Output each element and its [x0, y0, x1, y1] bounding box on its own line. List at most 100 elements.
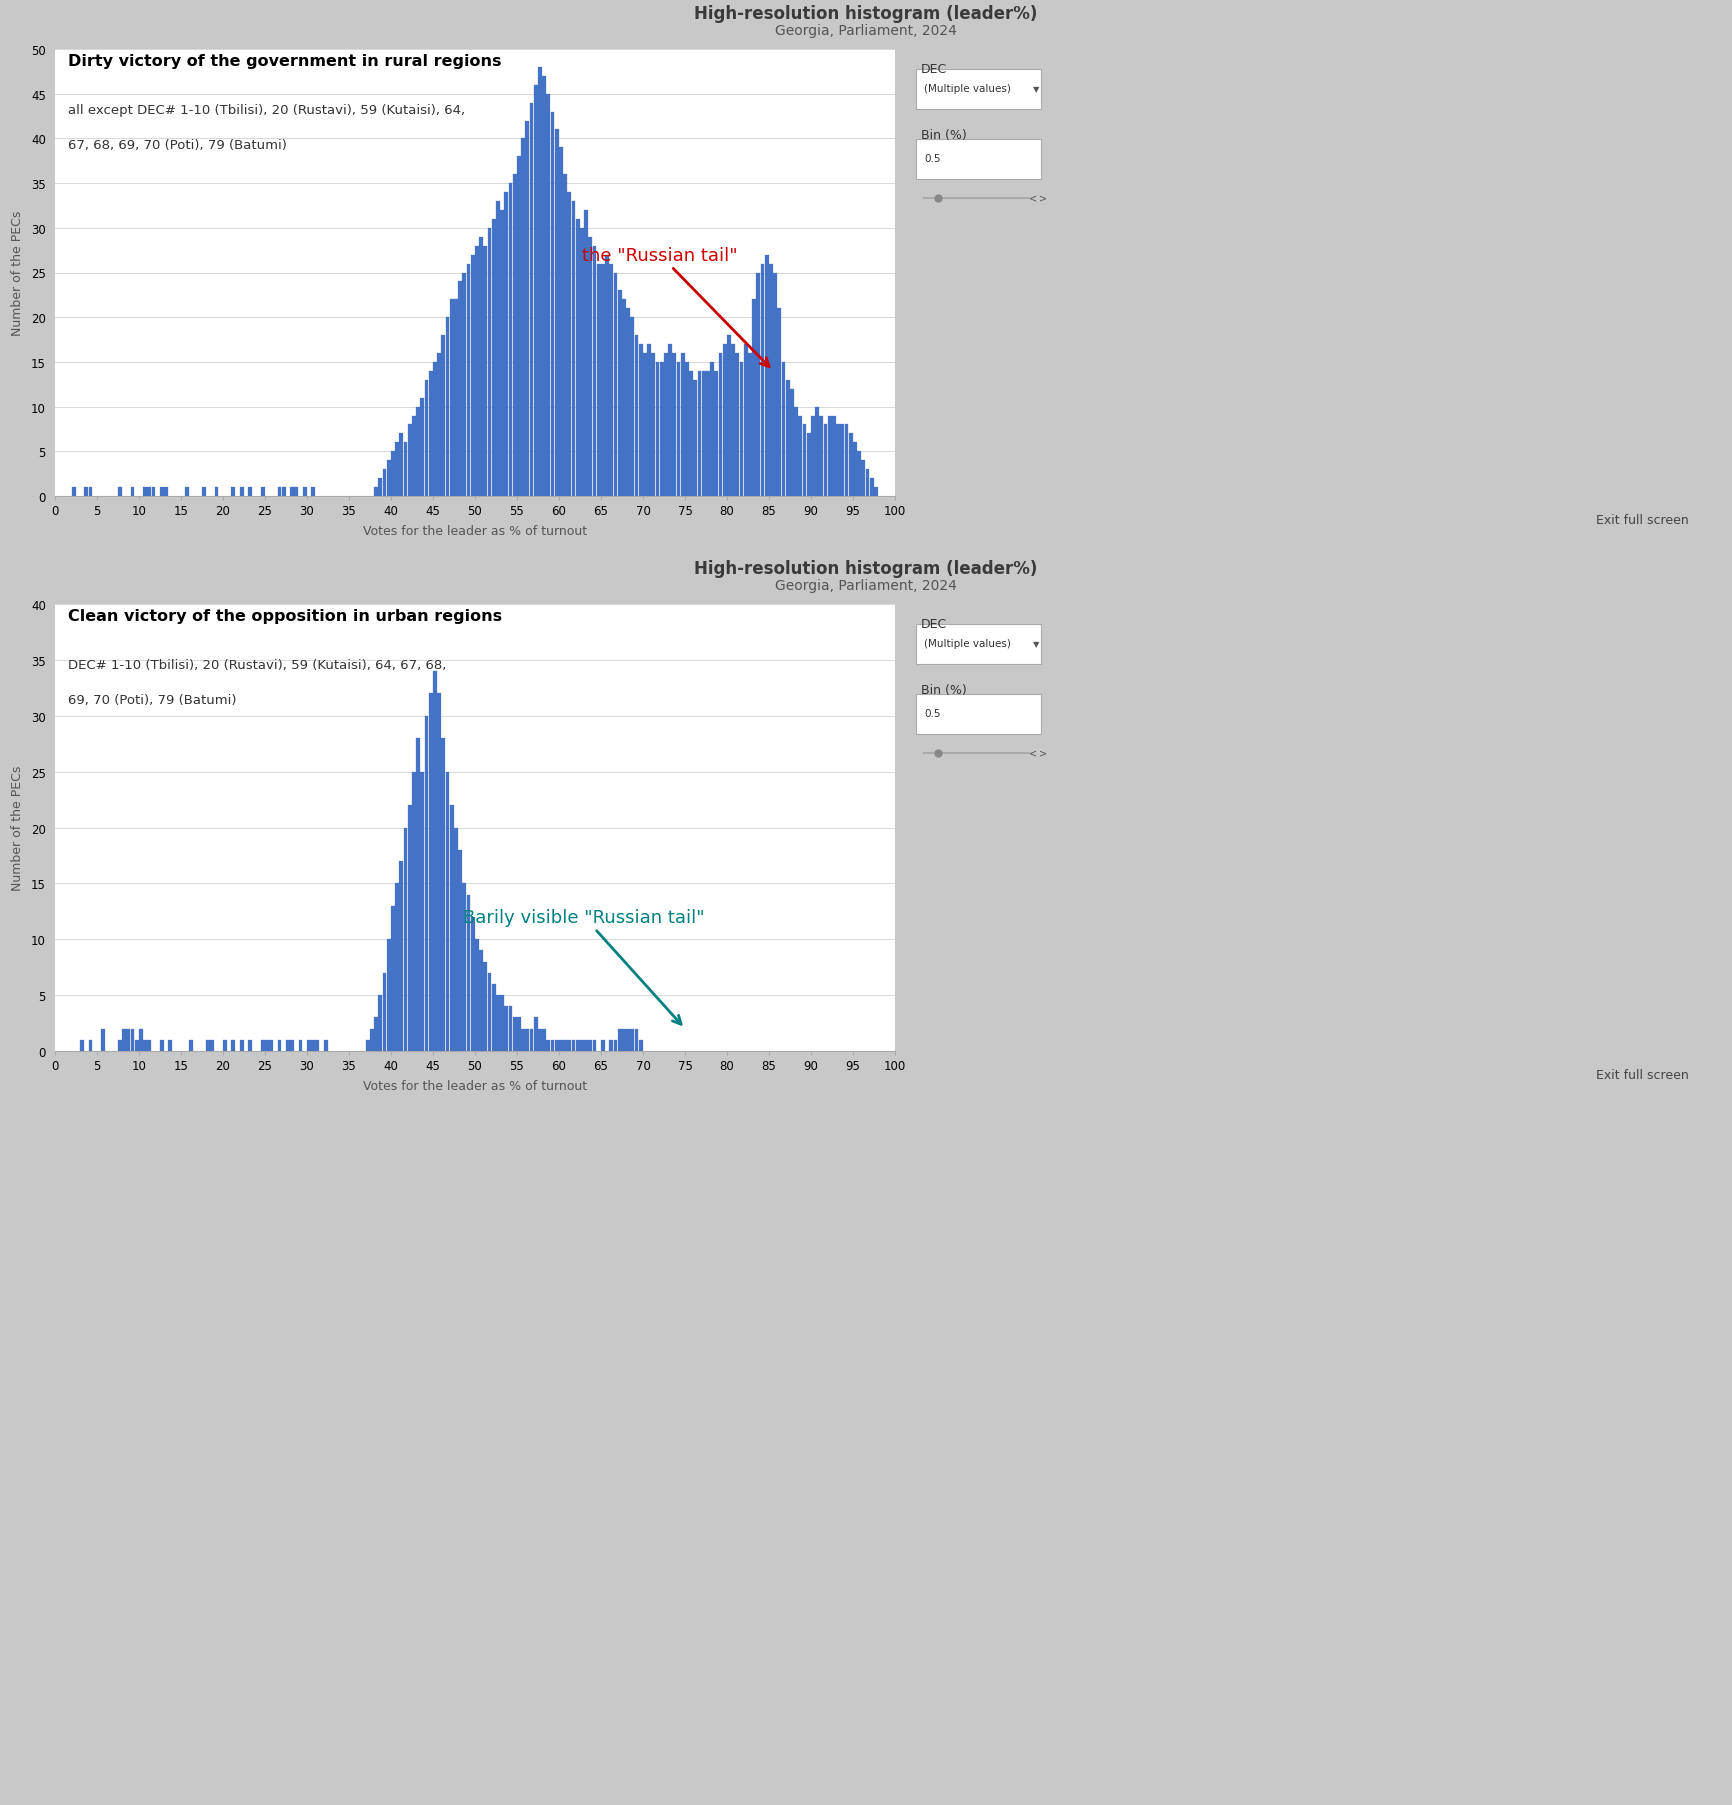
- Bar: [430, 372, 433, 496]
- Bar: [445, 318, 450, 496]
- Text: all except DEC# 1-10 (Tbilisi), 20 (Rustavi), 59 (Kutaisi), 64,: all except DEC# 1-10 (Tbilisi), 20 (Rust…: [68, 103, 464, 117]
- Bar: [504, 193, 507, 496]
- Bar: [475, 940, 478, 1052]
- Bar: [601, 1040, 604, 1052]
- Bar: [462, 273, 466, 496]
- Bar: [731, 345, 734, 496]
- Bar: [294, 487, 298, 496]
- Bar: [135, 1040, 139, 1052]
- Bar: [126, 1029, 130, 1052]
- Bar: [672, 354, 675, 496]
- Bar: [752, 300, 757, 496]
- Bar: [563, 175, 566, 496]
- Text: Georgia, Parliament, 2024: Georgia, Parliament, 2024: [774, 579, 958, 592]
- Bar: [807, 435, 811, 496]
- Text: Bin (%): Bin (%): [921, 684, 966, 697]
- Bar: [210, 1040, 215, 1052]
- Bar: [412, 773, 416, 1052]
- Bar: [634, 1029, 639, 1052]
- Bar: [563, 1040, 566, 1052]
- Bar: [811, 417, 814, 496]
- Text: Georgia, Parliament, 2024: Georgia, Parliament, 2024: [774, 23, 958, 38]
- Bar: [459, 850, 462, 1052]
- Bar: [206, 1040, 210, 1052]
- Bar: [542, 78, 546, 496]
- Bar: [383, 973, 386, 1052]
- Bar: [88, 487, 92, 496]
- Bar: [265, 1040, 268, 1052]
- Bar: [604, 256, 610, 496]
- Bar: [291, 487, 294, 496]
- Bar: [100, 1029, 106, 1052]
- Bar: [144, 1040, 147, 1052]
- Bar: [530, 1029, 533, 1052]
- Bar: [786, 381, 790, 496]
- Bar: [391, 451, 395, 496]
- Text: 69, 70 (Poti), 79 (Batumi): 69, 70 (Poti), 79 (Batumi): [68, 693, 236, 708]
- Bar: [248, 487, 253, 496]
- Bar: [277, 1040, 282, 1052]
- Bar: [622, 300, 625, 496]
- Bar: [559, 148, 563, 496]
- Text: High-resolution histogram (leader%): High-resolution histogram (leader%): [695, 5, 1037, 23]
- Text: Dirty victory of the government in rural regions: Dirty victory of the government in rural…: [68, 54, 501, 69]
- Bar: [546, 1040, 551, 1052]
- Text: DEC: DEC: [921, 617, 947, 632]
- Bar: [559, 1040, 563, 1052]
- Bar: [492, 220, 495, 496]
- Bar: [530, 103, 533, 496]
- Bar: [701, 372, 705, 496]
- Bar: [831, 417, 837, 496]
- Bar: [707, 372, 710, 496]
- Bar: [395, 442, 398, 496]
- Bar: [857, 451, 861, 496]
- Bar: [445, 773, 450, 1052]
- Bar: [480, 951, 483, 1052]
- Bar: [324, 1040, 327, 1052]
- Bar: [677, 363, 681, 496]
- Bar: [539, 1029, 542, 1052]
- Bar: [450, 805, 454, 1052]
- Bar: [492, 984, 495, 1052]
- Bar: [568, 1040, 572, 1052]
- Bar: [693, 381, 698, 496]
- Bar: [400, 861, 404, 1052]
- Text: DEC# 1-10 (Tbilisi), 20 (Rustavi), 59 (Kutaisi), 64, 67, 68,: DEC# 1-10 (Tbilisi), 20 (Rustavi), 59 (K…: [68, 659, 445, 671]
- Bar: [714, 372, 719, 496]
- Text: (Multiple values): (Multiple values): [923, 85, 1011, 94]
- Bar: [488, 229, 492, 496]
- Bar: [722, 345, 727, 496]
- Bar: [483, 247, 487, 496]
- Bar: [118, 487, 121, 496]
- Bar: [795, 408, 798, 496]
- Bar: [572, 202, 575, 496]
- Bar: [580, 1040, 584, 1052]
- Bar: [471, 917, 475, 1052]
- Bar: [130, 1029, 135, 1052]
- Bar: [509, 184, 513, 496]
- Bar: [698, 372, 701, 496]
- Bar: [618, 291, 622, 496]
- Bar: [516, 1018, 521, 1052]
- Bar: [282, 487, 286, 496]
- Text: High-resolution histogram (leader%): High-resolution histogram (leader%): [695, 560, 1037, 578]
- Bar: [139, 1029, 142, 1052]
- Bar: [215, 487, 218, 496]
- Bar: [669, 345, 672, 496]
- Bar: [307, 1040, 310, 1052]
- Bar: [312, 1040, 315, 1052]
- Bar: [525, 1029, 530, 1052]
- Bar: [592, 247, 596, 496]
- Bar: [572, 1040, 575, 1052]
- Bar: [584, 211, 589, 496]
- Bar: [80, 1040, 85, 1052]
- Bar: [152, 487, 156, 496]
- Bar: [627, 1029, 630, 1052]
- Bar: [421, 773, 424, 1052]
- Text: Clean victory of the opposition in urban regions: Clean victory of the opposition in urban…: [68, 608, 502, 625]
- Bar: [613, 1040, 618, 1052]
- Bar: [533, 1018, 537, 1052]
- Bar: [488, 973, 492, 1052]
- Bar: [819, 417, 823, 496]
- Bar: [513, 175, 516, 496]
